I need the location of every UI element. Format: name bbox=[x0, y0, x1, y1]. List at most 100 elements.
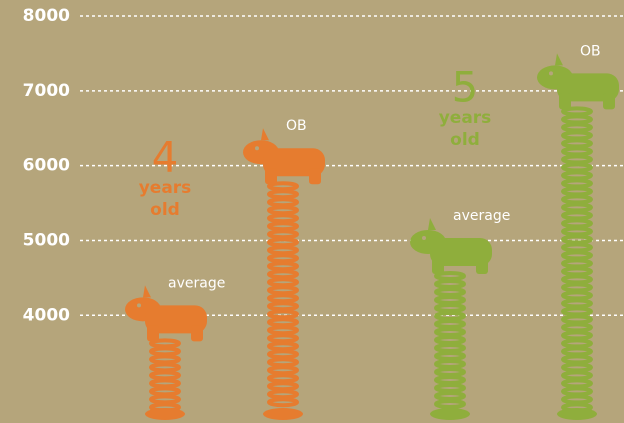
spring-coil bbox=[151, 348, 179, 354]
spring-base bbox=[430, 408, 470, 420]
spring-coil bbox=[269, 399, 297, 405]
spring-coil bbox=[563, 204, 591, 210]
spring-coil bbox=[436, 281, 464, 287]
spring-coil bbox=[563, 244, 591, 250]
spring-coil bbox=[436, 345, 464, 351]
spring-coil bbox=[563, 348, 591, 354]
spring-coil bbox=[436, 321, 464, 327]
spring-horse bbox=[243, 128, 325, 420]
horse-eye bbox=[549, 71, 553, 75]
spring-coil bbox=[269, 383, 297, 389]
horse-leg bbox=[559, 93, 571, 109]
spring-coil bbox=[563, 236, 591, 242]
spring-coil bbox=[269, 215, 297, 221]
horse-eye bbox=[137, 303, 141, 307]
spring-coil bbox=[436, 385, 464, 391]
spring-coil bbox=[269, 191, 297, 197]
spring-coil bbox=[269, 391, 297, 397]
spring-coil bbox=[563, 180, 591, 186]
spring-horse bbox=[410, 218, 492, 420]
spring-coil bbox=[269, 359, 297, 365]
spring-coil bbox=[563, 396, 591, 402]
spring-coil bbox=[151, 356, 179, 362]
horse-ear bbox=[428, 218, 436, 230]
spring-coil bbox=[436, 401, 464, 407]
spring-coil bbox=[436, 337, 464, 343]
horse-leg bbox=[309, 168, 321, 184]
y-tick-label: 4000 bbox=[23, 305, 70, 325]
spring-base bbox=[263, 408, 303, 420]
horse-ear bbox=[143, 285, 151, 297]
spring-horse bbox=[125, 285, 207, 420]
spring-coil bbox=[151, 364, 179, 370]
horse-leg bbox=[603, 93, 615, 109]
horse-ear bbox=[261, 128, 269, 140]
chart: 400050006000700080004yearsoldaverageOB5y… bbox=[0, 0, 624, 423]
y-tick-label: 5000 bbox=[23, 230, 70, 250]
spring-coil bbox=[563, 116, 591, 122]
horse-eye bbox=[422, 236, 426, 240]
y-tick-label: 6000 bbox=[23, 156, 70, 176]
group-suffix: old bbox=[150, 200, 180, 220]
spring-coil bbox=[563, 132, 591, 138]
horse-leg bbox=[191, 325, 203, 341]
spring-coil bbox=[269, 231, 297, 237]
group-number: 5 bbox=[452, 63, 479, 112]
y-tick-label: 7000 bbox=[23, 81, 70, 101]
spring-coil bbox=[563, 364, 591, 370]
spring-coil bbox=[269, 207, 297, 213]
spring-coil bbox=[563, 140, 591, 146]
spring-coil bbox=[269, 319, 297, 325]
bar-label: OB bbox=[286, 118, 307, 134]
spring-coil bbox=[436, 361, 464, 367]
horse-leg bbox=[432, 258, 444, 274]
spring-coil bbox=[269, 199, 297, 205]
spring-coil bbox=[563, 148, 591, 154]
spring-coil bbox=[269, 279, 297, 285]
spring-base bbox=[145, 408, 185, 420]
group-unit: years bbox=[139, 178, 192, 198]
group-unit: years bbox=[439, 108, 492, 128]
horse-ear bbox=[555, 53, 563, 65]
spring-coil bbox=[563, 284, 591, 290]
spring-coil bbox=[563, 172, 591, 178]
spring-coil bbox=[563, 356, 591, 362]
spring-coil bbox=[436, 353, 464, 359]
spring-coil bbox=[269, 223, 297, 229]
spring-coil bbox=[563, 268, 591, 274]
spring-coil bbox=[563, 260, 591, 266]
spring-coil bbox=[563, 220, 591, 226]
spring-coil bbox=[563, 292, 591, 298]
spring-coil bbox=[563, 380, 591, 386]
spring-coil bbox=[269, 351, 297, 357]
spring-coil bbox=[563, 228, 591, 234]
spring-coil bbox=[151, 380, 179, 386]
horse-leg bbox=[265, 168, 277, 184]
spring-coil bbox=[269, 295, 297, 301]
spring-coil bbox=[269, 303, 297, 309]
bar-label: average bbox=[453, 208, 510, 224]
spring-coil bbox=[269, 367, 297, 373]
spring-coil bbox=[269, 335, 297, 341]
spring-coil bbox=[436, 329, 464, 335]
spring-coil bbox=[269, 343, 297, 349]
spring-coil bbox=[563, 332, 591, 338]
spring-coil bbox=[269, 271, 297, 277]
spring-coil bbox=[436, 305, 464, 311]
horse-leg bbox=[147, 325, 159, 341]
spring-coil bbox=[269, 311, 297, 317]
spring-coil bbox=[269, 255, 297, 261]
bar-label: average bbox=[168, 275, 225, 291]
spring-coil bbox=[436, 369, 464, 375]
horse-eye bbox=[255, 146, 259, 150]
spring-coil bbox=[563, 196, 591, 202]
spring-coil bbox=[151, 388, 179, 394]
spring-coil bbox=[269, 327, 297, 333]
spring-coil bbox=[436, 393, 464, 399]
spring-coil bbox=[563, 212, 591, 218]
spring-coil bbox=[563, 316, 591, 322]
spring-coil bbox=[563, 276, 591, 282]
spring-coil bbox=[563, 372, 591, 378]
spring-coil bbox=[563, 388, 591, 394]
spring-coil bbox=[436, 297, 464, 303]
